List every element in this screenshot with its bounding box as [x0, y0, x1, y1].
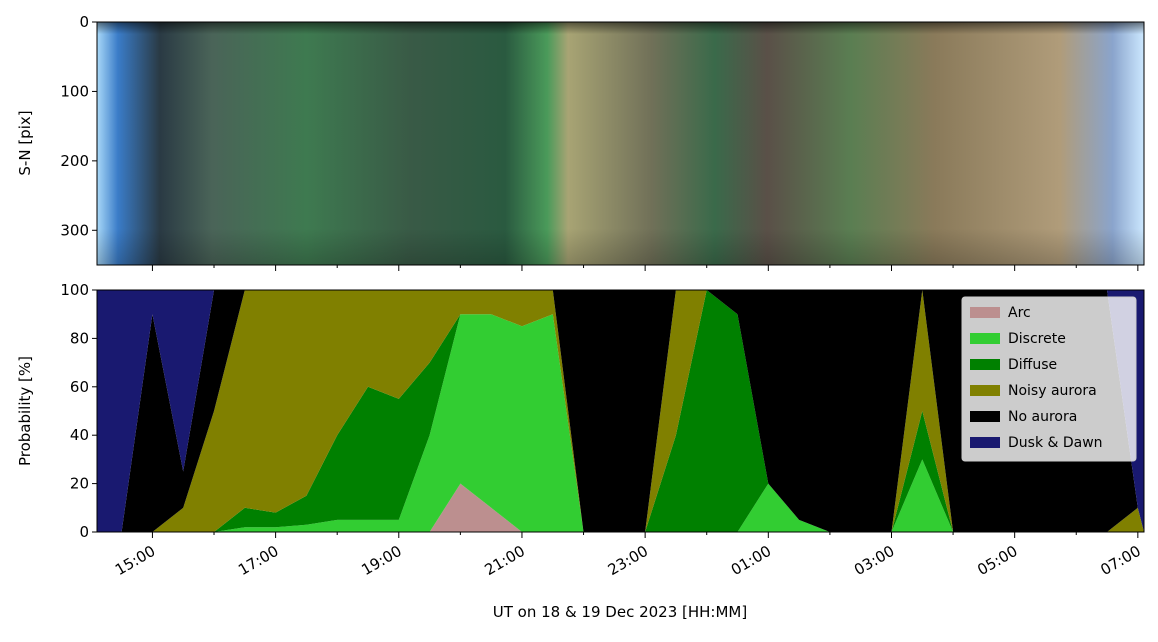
x-tick-label: 01:00 — [728, 542, 774, 579]
y-axis-label: S-N [pix] — [16, 110, 34, 175]
y-tick-label: 40 — [70, 426, 89, 444]
legend-swatch — [970, 359, 1000, 370]
x-tick-label: 17:00 — [235, 542, 281, 579]
y-tick-label: 100 — [60, 82, 89, 100]
legend-swatch — [970, 437, 1000, 448]
area — [97, 290, 1144, 532]
x-tick-label: 15:00 — [112, 542, 158, 579]
plot-frame — [96, 289, 1145, 533]
x-tick-label: 05:00 — [974, 542, 1020, 579]
y-tick-label: 20 — [70, 475, 89, 493]
area — [97, 290, 1144, 532]
x-axis-label: UT on 18 & 19 Dec 2023 [HH:MM] — [493, 603, 747, 621]
legend-label: Arc — [1008, 305, 1031, 321]
legend-box — [961, 296, 1137, 462]
x-tick-label: 03:00 — [851, 542, 897, 579]
legend-swatch — [970, 307, 1000, 318]
legend-label: Discrete — [1008, 331, 1066, 347]
legend-swatch — [970, 411, 1000, 422]
y-axis-label: Probability [%] — [16, 356, 34, 466]
y-tick-label: 60 — [70, 378, 89, 396]
legend-label: No aurora — [1008, 409, 1077, 425]
x-tick-label: 07:00 — [1097, 542, 1143, 579]
legend-label: Diffuse — [1008, 357, 1057, 373]
legend-label: Dusk & Dawn — [1008, 435, 1103, 451]
legend: Arc Discrete Diffuse Noisy aurora No aurora D… — [961, 296, 1137, 462]
x-tick-label: 21:00 — [482, 542, 528, 579]
y-tick-label: 200 — [60, 152, 89, 170]
plots: 0 100 200 300 0 20 40 60 80 100 15:00 17:00 19:00 21:… — [60, 13, 1145, 579]
y-tick-label: 0 — [79, 13, 89, 31]
area — [97, 290, 1144, 532]
plot-frame — [96, 21, 1145, 266]
y-tick-label: 80 — [70, 329, 89, 347]
legend-swatch — [970, 385, 1000, 396]
y-tick-label: 100 — [60, 281, 89, 299]
y-tick-label: 300 — [60, 221, 89, 239]
legend-swatch — [970, 333, 1000, 344]
area — [97, 290, 1144, 532]
x-tick-label: 23:00 — [605, 542, 651, 579]
x-tick-label: 19:00 — [358, 542, 404, 579]
keogram-shade — [97, 22, 1144, 265]
legend-label: Noisy aurora — [1008, 383, 1097, 399]
y-tick-label: 0 — [79, 523, 89, 541]
